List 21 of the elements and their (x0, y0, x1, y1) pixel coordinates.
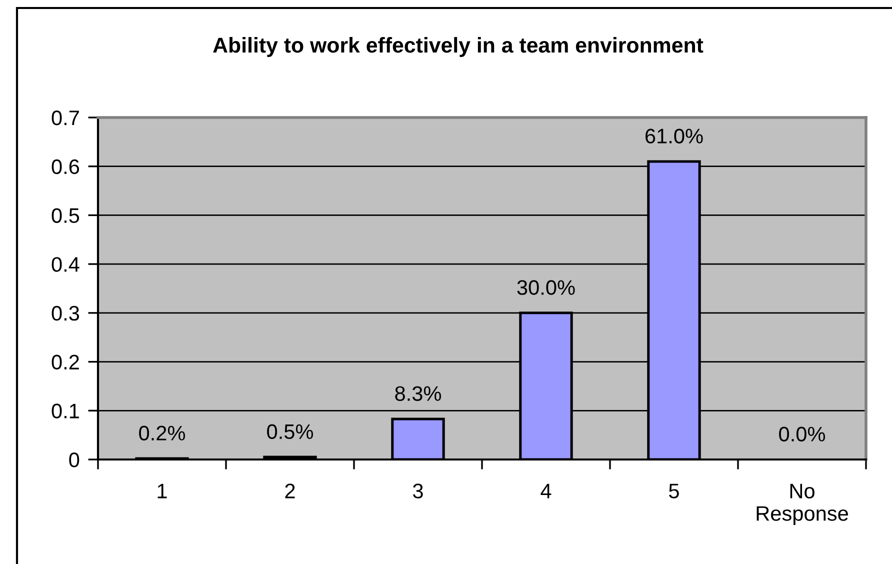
x-tick-label: 4 (540, 484, 552, 498)
data-label: 0.5% (267, 424, 314, 440)
data-label: 8.3% (395, 386, 442, 401)
data-label: 0.2% (139, 426, 186, 441)
y-tick-label: 0.2 (52, 354, 79, 370)
chart-title: Ability to work effectively in a team environment (213, 37, 704, 57)
y-tick-label: 0.3 (52, 306, 80, 321)
x-tick-label: 5 (669, 484, 679, 498)
y-tick-label: 0.7 (52, 110, 79, 126)
data-label: 61.0% (646, 128, 703, 144)
y-tick-label: 0.1 (52, 404, 79, 418)
x-tick-label: 2 (285, 484, 295, 498)
y-tick-label: 0.5 (52, 208, 80, 223)
x-tick-label: No Response (756, 484, 848, 525)
x-tick-label: 1 (158, 484, 167, 498)
data-label: 30.0% (517, 280, 575, 295)
y-tick-label: 0 (69, 452, 80, 468)
data-label: 0.0% (779, 426, 826, 442)
x-tick-label: 3 (413, 484, 423, 498)
y-tick-label: 0.6 (52, 159, 80, 174)
y-tick-label: 0.4 (52, 257, 80, 272)
